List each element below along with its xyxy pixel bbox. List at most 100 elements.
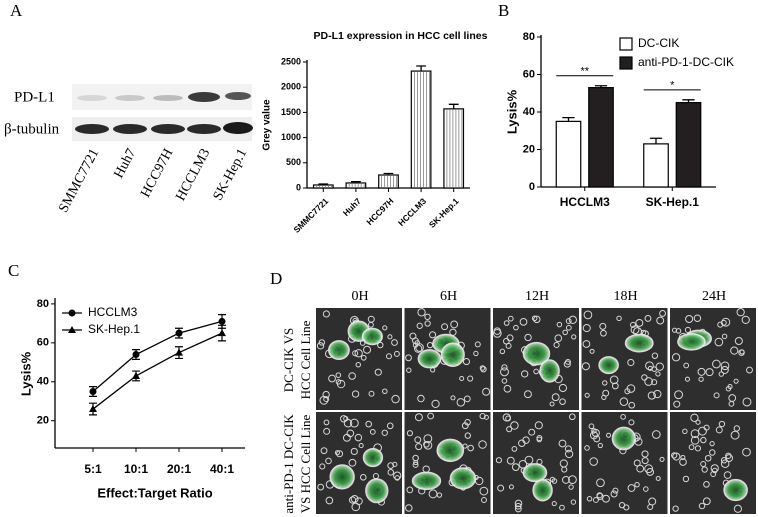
point [89,405,97,413]
cell [728,394,737,402]
y-tick-label: 1000 [281,132,301,142]
cell [644,464,654,474]
cell [721,317,731,327]
cell [679,458,687,466]
cell [671,353,681,362]
cell [559,504,565,511]
blot-row-label: β-tubulin [4,121,60,137]
cell [586,496,593,502]
cell [619,397,629,406]
cell [533,315,541,324]
cell [365,420,372,428]
cell [596,478,605,488]
cell [736,308,745,317]
cell [682,428,688,435]
cell [570,499,577,505]
cell [406,486,414,494]
cell [698,502,706,510]
cell [601,394,607,400]
cell [564,445,572,453]
cell [524,333,532,342]
bar [643,143,669,188]
cell [656,316,665,325]
cell [499,348,506,355]
y-tick-label: 60 [523,68,535,80]
cell [323,419,330,426]
cell [628,419,635,426]
cell [519,317,528,326]
cell [423,440,433,450]
cell [558,383,568,393]
cell [568,484,574,490]
cell [381,429,388,436]
cell [674,390,684,400]
cell [429,331,437,339]
legend-swatch [619,37,633,51]
cell [695,419,701,425]
y-tick-label: 80 [523,31,535,43]
cell [368,390,375,397]
cell [697,367,706,376]
cell [478,440,487,449]
cell [720,361,730,371]
cell [682,475,690,483]
legend-label: DC-CIK [638,36,679,50]
cell [720,456,728,464]
cell [386,422,394,430]
cell [392,461,398,467]
cell [627,484,636,492]
row-label: anti-PD-1 DC-CIK [281,414,296,514]
panel-label: A [10,1,23,20]
cell [730,346,739,355]
cell [377,341,384,349]
cell [511,463,520,471]
y-axis-label: Grey value [262,99,273,151]
cell [325,457,332,465]
cell [730,430,740,440]
cell [467,444,474,452]
significance-label: ** [580,66,589,78]
legend-label: HCCLM3 [88,305,138,319]
cell [589,348,595,354]
time-label: 6H [440,289,457,304]
point [175,329,183,337]
cell [742,397,752,407]
cell [492,328,502,338]
cell [391,339,398,346]
cell [335,379,342,385]
row-label: HCC Cell Line [298,320,313,399]
cell [673,400,681,408]
point [132,371,140,379]
cell [562,329,568,336]
cell [323,427,331,435]
cell [646,468,655,476]
cell [713,392,720,399]
cell [684,326,691,334]
cell [618,501,626,509]
cell [506,334,514,342]
cell [672,452,681,461]
line [92,320,223,393]
target-cell [723,478,748,502]
cell [564,449,574,459]
target-cell [611,426,636,451]
cell [641,450,649,458]
cell [524,455,534,465]
cell [417,308,426,317]
cell [319,463,326,470]
cell [351,502,361,512]
cell [659,456,665,462]
cell [450,395,456,401]
x-tick-label: Huh7 [341,196,363,218]
cell [714,337,724,347]
cell [518,459,528,469]
cell [360,354,367,361]
cell [746,366,753,374]
cell [606,432,612,438]
cell [358,443,364,449]
cell [354,349,363,358]
y-tick-label: 40 [37,376,49,388]
cell [588,423,595,430]
cell [501,378,508,384]
